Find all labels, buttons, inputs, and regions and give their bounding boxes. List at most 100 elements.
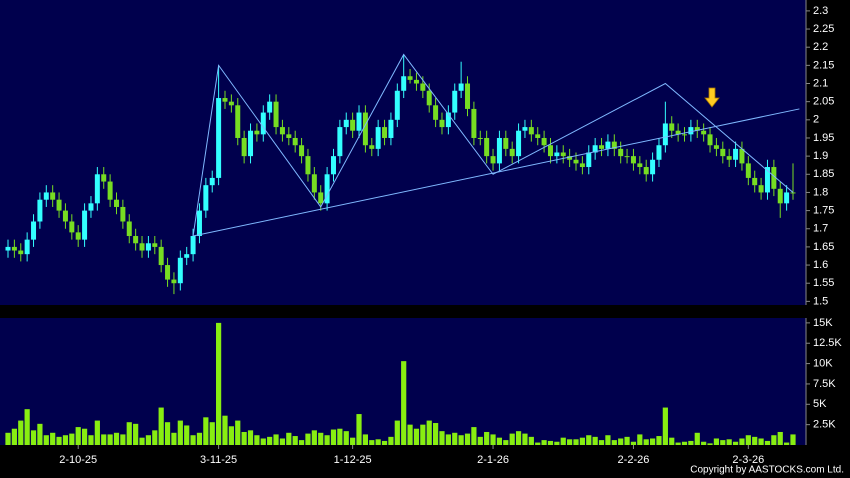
candle-body [662, 123, 668, 146]
candle-body [713, 145, 719, 149]
volume-bar [528, 436, 534, 445]
volume-bar [413, 428, 420, 445]
volume-bar [30, 430, 37, 445]
volume-bar [675, 442, 681, 445]
candle-body [522, 127, 528, 131]
y-tick-label: 1.55 [813, 277, 834, 289]
volume-bar [203, 417, 209, 445]
volume-bar [547, 440, 554, 445]
volume-bar [713, 438, 720, 445]
candle-body [618, 148, 624, 157]
volume-bar [145, 435, 152, 445]
volume-bar [120, 434, 126, 445]
volume-bar [241, 431, 247, 445]
candle-body [254, 130, 260, 135]
volume-bar [567, 439, 573, 445]
candle-body [216, 98, 222, 178]
y-tick-label: 2.25 [813, 23, 834, 35]
volume-bar [81, 428, 88, 445]
volume-bar [586, 435, 592, 445]
candle-body [18, 250, 24, 255]
candle-body [656, 145, 662, 160]
candle-body [420, 83, 426, 91]
volume-bar [701, 441, 707, 445]
candle-body [694, 127, 700, 131]
candle-body [69, 221, 75, 233]
volume-bar [369, 440, 375, 445]
volume-bar [50, 432, 56, 445]
candle-body [369, 145, 375, 149]
candle-body [107, 181, 113, 200]
candle-body [209, 177, 215, 186]
candle-body [292, 137, 298, 146]
candle-body [88, 203, 94, 211]
volume-bar [305, 433, 311, 445]
volume-bar [484, 431, 490, 445]
y-tick-label: 1.6 [813, 259, 828, 271]
candle-body [56, 199, 62, 211]
candle-body [433, 105, 439, 120]
volume-bar [433, 423, 439, 445]
volume-bar [688, 440, 694, 445]
candle-body [350, 119, 356, 131]
y-tick-label: 1.9 [813, 150, 828, 162]
candle-body [465, 83, 471, 109]
volume-bar [350, 437, 356, 445]
volume-bar [560, 437, 566, 445]
y-tick-label: 1.8 [813, 186, 828, 198]
volume-bar [43, 435, 49, 445]
y-tick-label: 2.1 [813, 77, 828, 89]
volume-bar [171, 432, 177, 445]
volume-bar [222, 415, 228, 445]
candle-body [777, 188, 783, 204]
candle-body [707, 134, 713, 146]
candle-body [184, 254, 190, 258]
volume-bar [407, 424, 413, 445]
volume-bar [605, 435, 611, 445]
volume-bar [62, 435, 69, 445]
x-tick-label: 2-3-26 [732, 454, 764, 466]
volume-bar [458, 435, 464, 445]
volume-bar [720, 440, 726, 445]
volume-bar [598, 440, 605, 445]
volume-bar [158, 407, 164, 445]
y-tick-label: 2 [813, 114, 819, 126]
candle-body [477, 137, 483, 139]
volume-tick-label: 5K [813, 398, 827, 410]
candle-body [388, 119, 394, 138]
volume-bar [515, 431, 522, 445]
candle-body [599, 145, 605, 149]
volume-bar [343, 431, 349, 445]
volume-bar [637, 434, 643, 445]
volume-bar [247, 430, 254, 445]
candle-body [764, 167, 770, 193]
candle-body [579, 163, 585, 168]
volume-bar [618, 438, 624, 445]
volume-tick-label: 7.5K [813, 378, 836, 390]
candle-body [382, 127, 388, 138]
candle-body [637, 163, 643, 168]
candle-body [222, 98, 228, 102]
volume-bar [107, 434, 113, 445]
volume-bar [471, 427, 477, 445]
volume-bar [726, 439, 732, 445]
candle-body [650, 159, 656, 175]
volume-bar [113, 432, 120, 445]
candle-body [43, 192, 49, 200]
volume-bar [184, 425, 190, 445]
candle-body [452, 90, 458, 113]
candle-body [5, 246, 11, 251]
volume-tick-label: 10K [813, 357, 833, 369]
volume-bar [196, 432, 203, 445]
volume-bar [503, 440, 509, 445]
candle-body [375, 127, 381, 149]
candle-body [439, 119, 445, 128]
y-tick-label: 1.75 [813, 205, 834, 217]
candle-body [611, 141, 617, 149]
candle-body [94, 174, 100, 204]
volume-bar [439, 431, 445, 445]
candle-body [669, 123, 675, 131]
volume-bar [464, 433, 471, 445]
volume-bar [401, 361, 407, 445]
